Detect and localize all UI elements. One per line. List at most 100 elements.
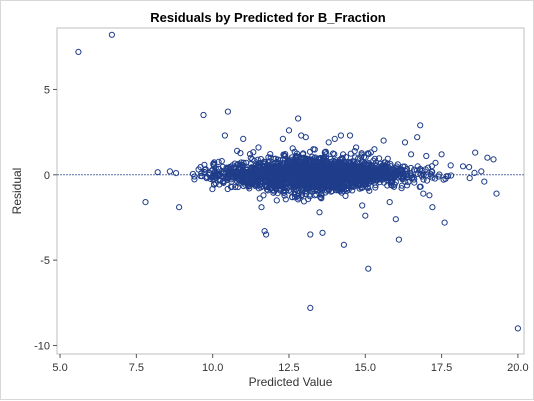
data-point (382, 173, 390, 180)
data-point (247, 154, 254, 161)
data-point (267, 151, 274, 158)
y-axis-ticks: -10 -5 0 5 (34, 84, 57, 352)
y-axis-label: Residual (10, 168, 24, 215)
data-point (417, 122, 424, 129)
data-point (237, 172, 244, 179)
y-tick-label: -10 (34, 340, 50, 352)
data-point (240, 163, 247, 170)
data-point (381, 166, 388, 173)
data-point (490, 156, 497, 163)
data-point (191, 173, 198, 180)
data-point (363, 177, 370, 184)
data-point (435, 173, 442, 180)
data-point (323, 157, 330, 164)
data-point (395, 236, 402, 243)
data-point (251, 173, 258, 180)
data-point (286, 162, 293, 169)
data-point (275, 174, 282, 181)
data-point (154, 169, 161, 176)
data-point (215, 158, 222, 165)
data-point (227, 183, 235, 190)
data-point (420, 171, 427, 179)
data-point (281, 192, 288, 199)
data-point (265, 154, 272, 161)
data-point (471, 169, 478, 176)
data-point (371, 155, 378, 162)
data-point (329, 180, 337, 187)
data-point (248, 180, 255, 187)
data-point (295, 175, 302, 182)
x-tick-label: 15.0 (355, 362, 376, 374)
data-point (295, 115, 302, 122)
data-point (257, 172, 264, 179)
data-point (200, 111, 207, 119)
data-point (280, 188, 287, 195)
data-point (401, 139, 409, 146)
data-point (293, 182, 300, 189)
data-point (206, 170, 213, 177)
data-point (209, 166, 216, 173)
data-point (481, 178, 488, 185)
data-point (259, 172, 266, 179)
data-point (273, 197, 280, 204)
data-point (166, 168, 173, 175)
data-point (267, 169, 274, 176)
x-tick-label: 7.5 (129, 362, 144, 374)
data-point (310, 146, 317, 153)
data-point (316, 169, 323, 176)
data-point (224, 108, 231, 115)
data-point (256, 195, 263, 202)
data-point (282, 196, 289, 203)
data-point (248, 165, 255, 172)
data-point (340, 176, 348, 183)
data-point (392, 216, 399, 223)
data-point (230, 171, 237, 178)
data-point (300, 198, 308, 205)
x-tick-label: 20.0 (507, 362, 528, 374)
data-point (318, 194, 325, 201)
data-point (224, 176, 231, 184)
data-point (336, 184, 343, 191)
data-point (344, 185, 351, 192)
data-point (382, 163, 389, 170)
data-point (300, 150, 307, 157)
data-point (176, 204, 183, 211)
data-point (253, 173, 261, 180)
data-point (447, 172, 455, 179)
data-point (215, 171, 222, 178)
data-point (322, 168, 329, 175)
data-point (279, 135, 286, 142)
data-point (376, 155, 383, 162)
data-point (263, 183, 271, 190)
data-point (355, 155, 362, 162)
data-point (429, 204, 436, 211)
data-point (309, 172, 316, 179)
data-point (260, 192, 267, 199)
data-point (246, 151, 254, 158)
data-point (380, 179, 388, 186)
data-point (417, 183, 424, 190)
data-point (232, 183, 239, 191)
data-point (172, 170, 180, 177)
data-point (329, 176, 336, 183)
data-point (374, 168, 381, 176)
data-point (426, 192, 433, 199)
data-point (289, 172, 296, 179)
data-point (326, 180, 333, 187)
data-point (353, 166, 360, 173)
data-point (441, 219, 448, 226)
data-point (297, 186, 305, 193)
data-point (249, 156, 256, 163)
data-point (322, 148, 329, 155)
data-point (398, 185, 405, 192)
data-point (211, 159, 218, 166)
data-point (428, 168, 435, 175)
data-point (359, 202, 366, 209)
data-point (304, 169, 311, 176)
data-point (337, 132, 344, 139)
data-point (263, 231, 270, 238)
data-point (256, 179, 264, 186)
data-point (414, 134, 421, 141)
data-point (297, 181, 305, 188)
